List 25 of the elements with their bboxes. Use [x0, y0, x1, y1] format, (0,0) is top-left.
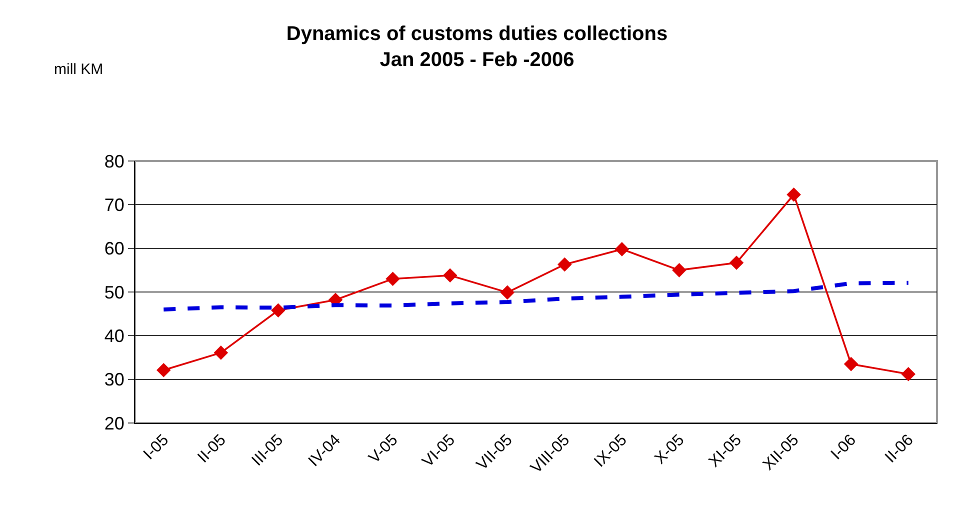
point	[672, 263, 686, 278]
point	[786, 187, 801, 202]
y-tick-label: 20	[104, 413, 124, 434]
x-tick-label: I-06	[828, 432, 860, 464]
point	[614, 242, 630, 256]
point	[214, 346, 228, 360]
point	[557, 257, 572, 272]
y-tick-label: 40	[104, 326, 124, 346]
point	[442, 268, 458, 283]
point	[729, 256, 744, 270]
chart-title: Dynamics of customs duties collections Jan 2005 - Feb -2006	[286, 22, 668, 71]
y-tick-label: 80	[104, 151, 124, 172]
y-tick-label: 60	[104, 238, 124, 259]
x-tick-label: V-05	[366, 432, 402, 467]
point	[844, 356, 858, 372]
y-tick-label: 70	[104, 194, 124, 215]
point	[901, 366, 916, 382]
point	[386, 272, 400, 286]
point	[271, 303, 286, 318]
y-tick-label: 30	[104, 370, 124, 390]
point	[500, 285, 515, 300]
y-tick-label: 50	[104, 282, 124, 302]
y-axis-title: mill KM	[54, 61, 104, 78]
point	[156, 363, 171, 378]
x-tick-label: I-05	[140, 432, 172, 464]
